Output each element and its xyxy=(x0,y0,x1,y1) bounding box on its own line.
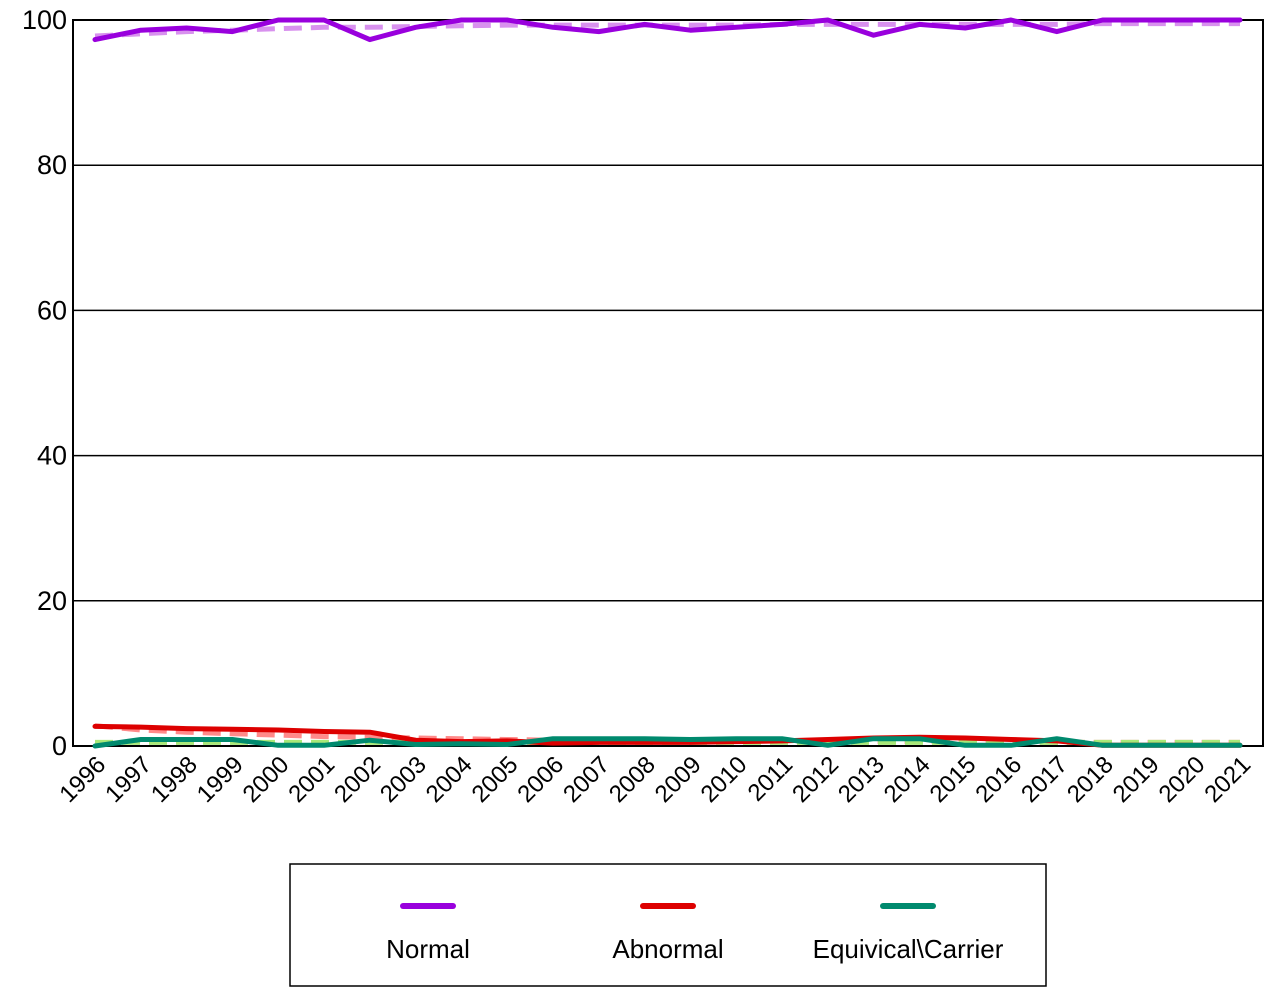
series-lines xyxy=(92,17,1243,749)
x-tick-label: 1997 xyxy=(100,751,157,808)
y-tick-label: 100 xyxy=(22,5,67,35)
legend-box xyxy=(289,863,1047,987)
x-axis-ticks: 1996199719981999200020012002200320042005… xyxy=(54,751,1256,808)
x-tick-label: 2007 xyxy=(558,751,615,808)
x-tick-label: 2009 xyxy=(650,751,707,808)
x-tick-label: 2006 xyxy=(512,751,569,808)
y-tick-label: 40 xyxy=(37,441,67,471)
x-tick-label: 2015 xyxy=(925,751,982,808)
x-tick-label: 2020 xyxy=(1154,751,1211,808)
legend: Normal Abnormal Equivical\Carrier xyxy=(289,863,1047,987)
x-tick-label: 2016 xyxy=(970,751,1027,808)
x-tick-label: 2018 xyxy=(1062,751,1119,808)
x-tick-label: 1999 xyxy=(192,751,249,808)
y-tick-label: 0 xyxy=(52,731,67,761)
x-tick-label: 2000 xyxy=(238,751,295,808)
plot-area-border xyxy=(72,19,1264,747)
gridlines xyxy=(73,19,1263,747)
series-line-0 xyxy=(92,17,1243,43)
legend-label: Abnormal xyxy=(612,934,723,964)
series-line-2 xyxy=(92,736,1243,749)
x-tick-label: 2021 xyxy=(1199,751,1256,808)
legend-label: Normal xyxy=(386,934,470,964)
x-tick-label: 2001 xyxy=(283,751,340,808)
y-tick-label: 60 xyxy=(37,295,67,325)
x-tick-label: 2010 xyxy=(696,751,753,808)
x-tick-label: 2017 xyxy=(1016,751,1073,808)
y-tick-label: 80 xyxy=(37,150,67,180)
x-tick-label: 2013 xyxy=(833,751,890,808)
x-tick-label: 2002 xyxy=(329,751,386,808)
x-tick-label: 2008 xyxy=(604,751,661,808)
y-axis-ticks: 0 20 40 60 80 100 xyxy=(22,5,67,761)
x-tick-label: 2005 xyxy=(467,751,524,808)
y-tick-label: 20 xyxy=(37,586,67,616)
x-tick-label: 2014 xyxy=(879,751,936,808)
x-tick-label: 2019 xyxy=(1108,751,1165,808)
x-tick-label: 2012 xyxy=(787,751,844,808)
trend-lines xyxy=(94,21,1240,745)
x-tick-label: 2003 xyxy=(375,751,432,808)
x-tick-label: 2011 xyxy=(743,751,799,807)
x-tick-label: 2004 xyxy=(421,751,478,808)
legend-label: Equivical\Carrier xyxy=(813,934,1004,964)
x-tick-label: 1998 xyxy=(146,751,203,808)
